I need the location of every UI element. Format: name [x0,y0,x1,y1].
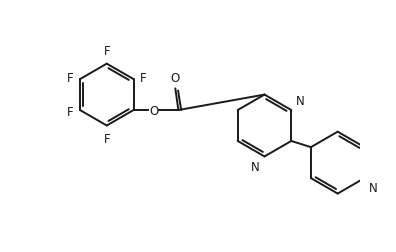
Text: O: O [171,72,180,84]
Text: N: N [251,160,260,173]
Text: F: F [103,132,110,145]
Text: F: F [140,72,147,85]
Text: F: F [103,45,110,58]
Text: F: F [67,72,74,85]
Text: F: F [67,106,74,119]
Text: N: N [296,94,305,108]
Text: O: O [149,104,158,117]
Text: N: N [369,181,378,194]
